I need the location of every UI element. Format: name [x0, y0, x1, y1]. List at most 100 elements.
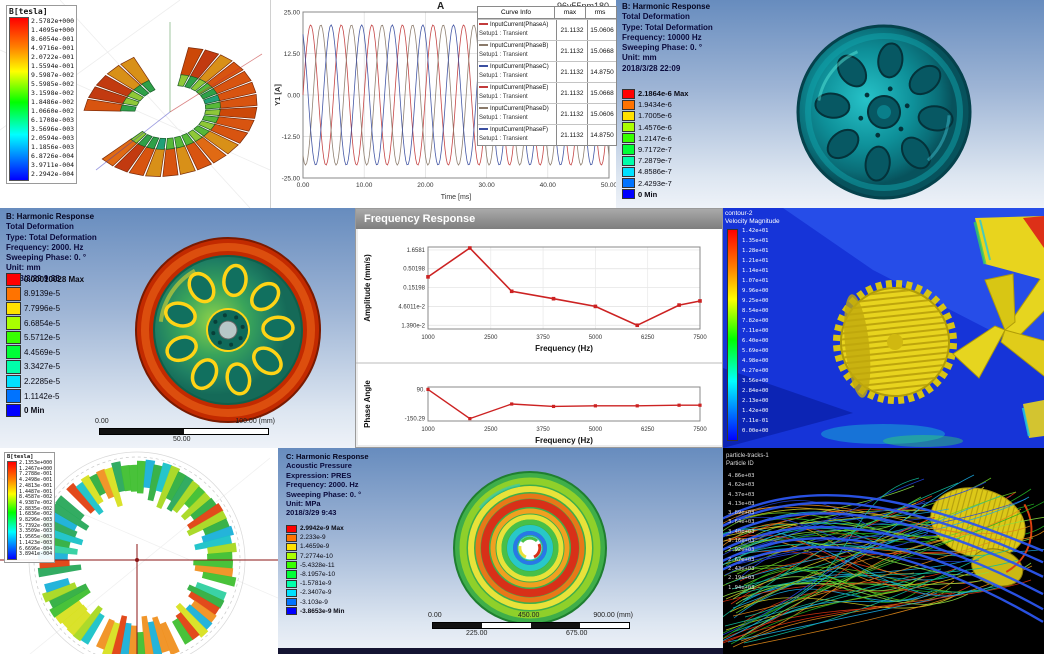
legend-value: 7.82e+00: [742, 318, 769, 324]
wheel-hole: [877, 42, 904, 79]
legend-value: -8.1957e-10: [300, 571, 336, 579]
legend-value: 2.19e+03: [728, 575, 755, 582]
curve-info-table: Curve Info max rms InputCurrent(PhaseA) Setu…: [477, 6, 617, 146]
legend-value: 2.8835e-002: [19, 505, 53, 512]
contour-patch: [158, 268, 196, 323]
field-wedge: [96, 618, 115, 650]
legend-value: 2.4813e-001: [19, 482, 53, 489]
impeller-blade: [984, 273, 1016, 331]
bolt-hole: [222, 313, 227, 318]
legend-entry: 0 Min: [622, 189, 688, 200]
streamline: [731, 567, 917, 594]
curve-color-swatch: [479, 23, 488, 26]
ruler-bar: [99, 428, 269, 435]
panel-transient-current-plot: 25.00 12.50 0.00 -12.50 -25.00 0.00 10.00 20.00…: [270, 0, 617, 208]
bolt-hole: [234, 315, 239, 320]
field-wedge: [128, 464, 138, 492]
motor-block: [133, 84, 150, 97]
legend-entry: -5.4328e-11: [286, 561, 344, 570]
streamline: [724, 550, 980, 576]
plot-border: [427, 246, 701, 330]
field-wedge: [172, 480, 200, 514]
legend-values: 2.1353e+000 1.2467e+000 7.2788e-001 4.2498e…: [19, 460, 53, 560]
info-line: C: Harmonic Response: [286, 452, 369, 461]
legend-value: 2.0722e-001: [31, 53, 75, 61]
corner-fringe: [979, 219, 991, 261]
legend-value: 1.4659e-9: [300, 543, 330, 551]
legend-value: 1.2467e+000: [19, 465, 53, 472]
streamline: [743, 508, 1022, 609]
axis-label: 1000: [421, 427, 435, 433]
curve-color-swatch: [479, 128, 488, 131]
wheel-hole: [250, 281, 281, 312]
streamline: [723, 567, 959, 602]
corner-contour: [1023, 216, 1044, 248]
streamline: [741, 592, 938, 637]
motor-block: [200, 88, 218, 100]
field-wedge: [165, 471, 187, 502]
info-line: Total Deformation: [6, 222, 74, 232]
streamline-thick: [723, 545, 1044, 623]
wheel-hole: [225, 362, 252, 396]
info-line: Sweeping Phase: 0. °: [286, 489, 362, 499]
curve-name: InputCurrent(PhaseC): [479, 63, 555, 72]
field-wedge: [207, 551, 233, 561]
legend-value: 2.84e+00: [742, 388, 769, 394]
field-wedge: [80, 612, 105, 645]
curve-table-row: InputCurrent(PhaseA) Setup1 : Transient 21…: [478, 19, 616, 40]
tracks-variable-label: Particle ID: [726, 461, 754, 467]
field-wedge: [207, 542, 237, 555]
legend-color-band: [6, 403, 21, 418]
wheel-hole: [261, 315, 295, 342]
field-wedge: [96, 468, 115, 499]
legend-value: 3.8941e-004: [19, 551, 53, 558]
wheel-hole: [864, 145, 891, 182]
field-wedge: [75, 481, 104, 515]
streamline: [737, 516, 1044, 641]
axis-label: 5000: [589, 427, 603, 433]
legend-color-band: [286, 524, 297, 533]
legend-value: 3.16e+03: [728, 538, 755, 545]
legend-value: 4.13e+03: [728, 500, 755, 507]
streamline: [743, 584, 928, 623]
curve-setup: Setup1 : Transient: [479, 52, 528, 58]
field-wedge: [152, 616, 170, 654]
legend-value: 0 Min: [638, 189, 658, 199]
legend-entry: 2.2285e-5: [6, 374, 84, 389]
wheel-hole: [836, 54, 868, 88]
streamline: [742, 581, 978, 598]
wheel-hole: [222, 263, 248, 298]
contour-variable-label: Velocity Magnitude: [725, 218, 780, 225]
motor-block: [141, 79, 156, 93]
axis-label: 12.50: [284, 51, 301, 58]
legend-color-band: [6, 345, 21, 360]
streamline: [735, 491, 1017, 614]
wheel-hole: [814, 92, 851, 119]
legend-entry: 4.8586e-7: [622, 166, 688, 177]
legend-color-band: [622, 178, 635, 189]
bolt-hole: [229, 342, 234, 347]
motor-block: [193, 125, 210, 137]
legend-value: 6.1708e-003: [31, 116, 75, 124]
wheel-hole: [900, 136, 932, 170]
legend-value: 5.7392e-003: [19, 522, 53, 529]
legend-color-band: [622, 133, 635, 144]
streamline: [743, 508, 950, 550]
pressure-ring: [490, 508, 570, 588]
curve-table-row: InputCurrent(PhaseF) Setup1 : Transient 21…: [478, 124, 616, 145]
window-titlebar[interactable]: Frequency Response: [356, 209, 722, 229]
streamline: [733, 588, 933, 619]
legend-value: 6.6854e-5: [24, 318, 61, 328]
corner-contour: [975, 216, 1044, 280]
curve-name: InputCurrent(PhaseA): [479, 21, 555, 30]
curve-rms-value: 14.8750: [587, 62, 616, 82]
legend-value: 1.4576e-6: [638, 122, 672, 132]
info-line: Unit: mm: [622, 53, 657, 63]
window-body: [358, 229, 722, 445]
legend-color-band: [6, 301, 21, 316]
curve-max-value: 21.1132: [556, 125, 587, 145]
legend-color-band: [622, 110, 635, 122]
motor-block: [201, 115, 220, 124]
axis-label: 0.00: [297, 182, 310, 189]
info-line: Unit: mm: [6, 263, 41, 273]
